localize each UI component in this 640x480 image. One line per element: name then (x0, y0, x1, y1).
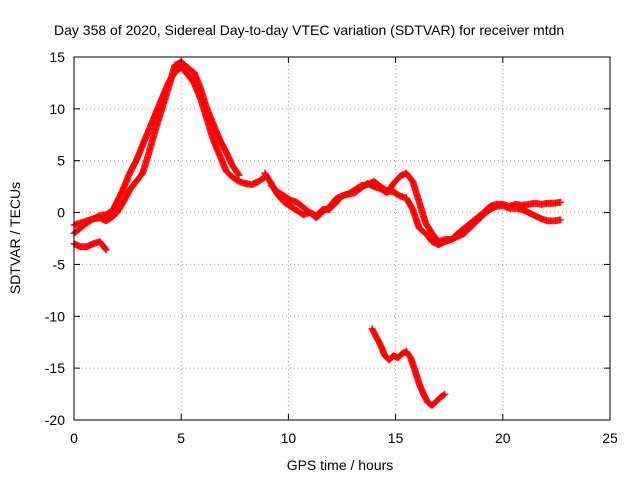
series-segment-3 (70, 238, 110, 254)
series-segment-2 (70, 58, 243, 229)
data-point (557, 198, 565, 206)
data-point (440, 391, 448, 399)
data-point (234, 170, 242, 178)
x-tick-label: 15 (388, 430, 404, 446)
y-tick-label: -20 (45, 412, 65, 428)
data-point (235, 171, 243, 179)
x-tick-label: 20 (495, 430, 511, 446)
y-tick-label: 10 (49, 101, 65, 117)
y-tick-label: 15 (49, 49, 65, 65)
data-point (102, 246, 110, 254)
ticks: 0 5 10 15 20 25 -20 -15 -10 -5 0 5 10 15 (45, 49, 618, 446)
y-tick-label: 5 (57, 153, 65, 169)
plot-frame (73, 56, 611, 421)
y-tick-label: -10 (45, 308, 65, 324)
y-tick-label: 0 (57, 205, 65, 221)
data-point (441, 390, 449, 398)
y-axis-title: SDTVAR / TECUs (7, 182, 23, 294)
x-tick-label: 10 (281, 430, 297, 446)
data-point (557, 216, 565, 224)
series-segment-6 (368, 325, 449, 409)
x-axis-title: GPS time / hours (287, 457, 394, 473)
x-tick-label: 5 (177, 430, 185, 446)
grid (74, 57, 610, 420)
data-point (101, 245, 109, 253)
data-points (70, 58, 565, 409)
y-tick-label: -15 (45, 360, 65, 376)
chart-title: Day 358 of 2020, Sidereal Day-to-day VTE… (54, 22, 564, 38)
series-segment-5 (267, 169, 565, 246)
y-tick-label: -5 (53, 256, 66, 272)
x-tick-label: 25 (602, 430, 618, 446)
x-tick-label: 0 (70, 430, 78, 446)
